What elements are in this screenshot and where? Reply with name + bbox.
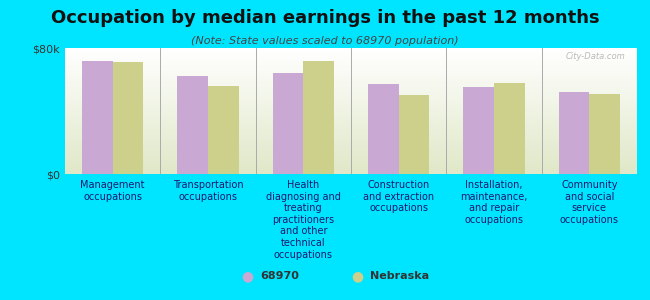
Text: Health
diagnosing and
treating
practitioners
and other
technical
occupations: Health diagnosing and treating practitio… [266,180,341,260]
Bar [177,76,208,174]
Text: 68970: 68970 [260,271,299,281]
Bar [82,61,112,174]
Text: ●: ● [352,269,363,283]
Bar [304,61,334,174]
Text: Management
occupations: Management occupations [81,180,145,202]
Text: Installation,
maintenance,
and repair
occupations: Installation, maintenance, and repair oc… [460,180,528,225]
Bar [494,82,525,174]
Bar [463,87,494,174]
Text: ●: ● [241,269,253,283]
Bar [208,86,239,174]
Text: (Note: State values scaled to 68970 population): (Note: State values scaled to 68970 popu… [191,36,459,46]
Text: Transportation
occupations: Transportation occupations [173,180,243,202]
Text: City-Data.com: City-Data.com [566,52,625,61]
Bar [590,94,620,174]
Text: Construction
and extraction
occupations: Construction and extraction occupations [363,180,434,213]
Text: Community
and social
service
occupations: Community and social service occupations [560,180,619,225]
Bar [398,95,429,174]
Bar [368,84,398,174]
Bar [112,62,143,174]
Bar [273,73,304,174]
Text: Occupation by median earnings in the past 12 months: Occupation by median earnings in the pas… [51,9,599,27]
Text: Nebraska: Nebraska [370,271,430,281]
Bar [559,92,590,174]
